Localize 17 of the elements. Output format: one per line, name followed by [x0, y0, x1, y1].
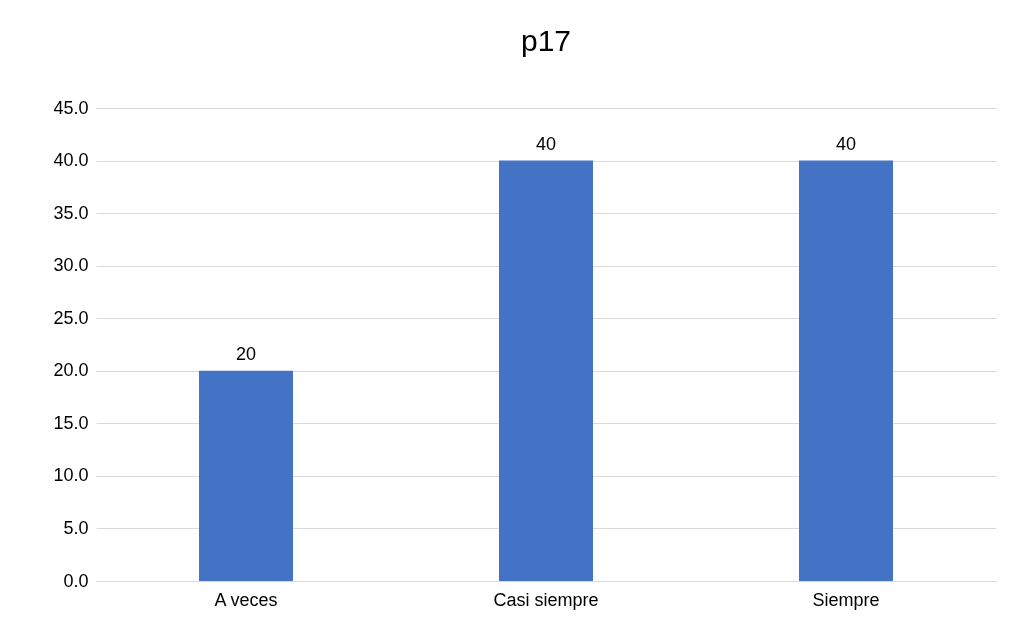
y-tick-label: 40.0 — [53, 150, 89, 171]
y-tick-label: 15.0 — [53, 412, 89, 433]
y-tick-label: 30.0 — [53, 255, 89, 276]
chart-title: p17 — [520, 24, 572, 57]
data-label: 40 — [535, 133, 557, 154]
y-tick-label: 35.0 — [53, 202, 89, 223]
y-tick-label: 25.0 — [53, 307, 89, 328]
data-label: 20 — [235, 343, 257, 364]
y-tick-label: 5.0 — [63, 517, 89, 538]
x-tick-label: Casi siempre — [493, 589, 599, 610]
x-tick-label: A veces — [214, 589, 278, 610]
y-tick-label: 45.0 — [53, 97, 89, 118]
y-tick-label: 10.0 — [53, 465, 89, 486]
x-tick-label: Siempre — [812, 589, 880, 610]
data-label: 40 — [835, 133, 857, 154]
y-tick-label: 20.0 — [53, 360, 89, 381]
y-tick-label: 0.0 — [63, 570, 89, 591]
